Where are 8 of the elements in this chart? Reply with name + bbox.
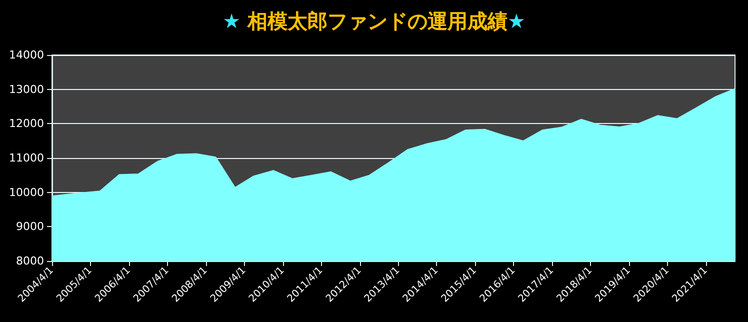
y-tick-label: 9000 xyxy=(16,220,44,234)
y-tick-label: 10000 xyxy=(9,186,44,199)
y-tick-label: 11000 xyxy=(9,152,44,164)
y-tick-label: 8000 xyxy=(16,254,44,268)
y-tick-label: 14000 xyxy=(9,48,44,62)
chart-title: ★ 相模太郎ファンドの運用成績★ xyxy=(222,9,526,33)
y-tick-label: 12000 xyxy=(9,117,44,130)
y-tick-label: 13000 xyxy=(9,82,44,96)
